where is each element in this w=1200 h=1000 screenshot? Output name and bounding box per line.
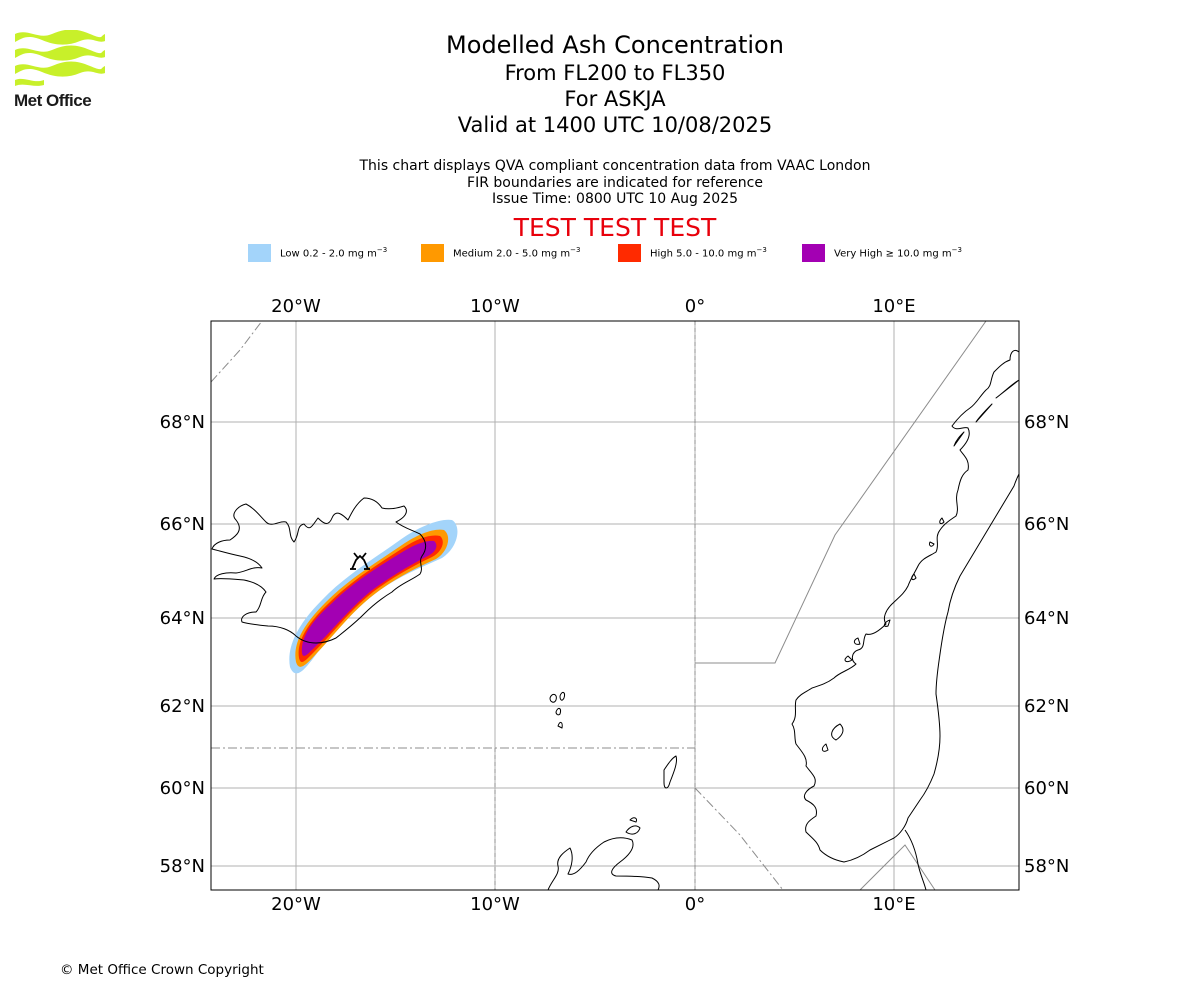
lat-label-right-66n: 66°N [1024, 514, 1069, 535]
map-content [211, 321, 1019, 890]
chart-subtitle: This chart displays QVA compliant concen… [0, 158, 1200, 208]
scotland-coast [547, 837, 660, 890]
subtitle-line-1: This chart displays QVA compliant concen… [359, 158, 871, 174]
copyright-footer: © Met Office Crown Copyright [60, 962, 264, 978]
fir-boundary-norway [695, 321, 987, 664]
norway-islands [821, 379, 1019, 752]
lon-label-bottom-20w: 20°W [271, 894, 321, 915]
lat-label-right-62n: 62°N [1024, 696, 1069, 717]
lat-label-right-68n: 68°N [1024, 412, 1069, 433]
legend-swatch-medium [421, 244, 444, 262]
legend-label-high: High 5.0 - 10.0 mg m−3 [650, 246, 767, 260]
norway-coast [791, 349, 1019, 863]
lat-label-right-60n: 60°N [1024, 778, 1069, 799]
volcano-icon [350, 552, 370, 570]
lat-label-left-60n: 60°N [160, 778, 205, 799]
met-office-waves-icon [15, 30, 105, 86]
legend-label-very-high: Very High ≥ 10.0 mg m−3 [834, 246, 962, 260]
fir-boundary-skagerrak [859, 844, 936, 890]
legend-label-medium: Medium 2.0 - 5.0 mg m−3 [453, 246, 581, 260]
ash-plume [289, 519, 458, 674]
lat-label-left-62n: 62°N [160, 696, 205, 717]
coastlines [211, 349, 1019, 890]
logo-text: Met Office [14, 91, 92, 110]
legend-swatch-low [248, 244, 271, 262]
valid-time: Valid at 1400 UTC 10/08/2025 [457, 113, 773, 137]
volcano-name: For ASKJA [564, 87, 666, 111]
lat-label-left-68n: 68°N [160, 412, 205, 433]
flight-level-range: From FL200 to FL350 [504, 61, 726, 85]
legend-swatch-very-high [802, 244, 825, 262]
subtitle-line-2: FIR boundaries are indicated for referen… [467, 174, 763, 191]
chart-titles: Modelled Ash Concentration From FL200 to… [0, 30, 1200, 138]
fir-boundary-southeast [694, 787, 784, 890]
iceland-coast [211, 497, 427, 644]
map-tick-labels: 20°W 10°W 0° 10°E 20°W 10°W 0° 10°E 68°N… [160, 296, 1070, 915]
ash-very-high [301, 540, 437, 656]
lon-label-top-10e: 10°E [872, 296, 915, 317]
subtitle-line-3: Issue Time: 0800 UTC 10 Aug 2025 [491, 191, 739, 207]
map-frame [210, 320, 1020, 891]
fir-boundaries [211, 321, 987, 890]
lat-label-left-66n: 66°N [160, 514, 205, 535]
orkney-islands [625, 817, 641, 835]
fir-boundary-northwest [211, 321, 263, 383]
lon-label-bottom-10e: 10°E [872, 894, 915, 915]
legend-swatch-high [618, 244, 641, 262]
page-title: Modelled Ash Concentration [446, 31, 784, 59]
legend-label-low: Low 0.2 - 2.0 mg m−3 [280, 246, 388, 260]
lon-label-bottom-10w: 10°W [470, 894, 520, 915]
faroe-islands [549, 691, 565, 729]
met-office-logo: Met Office [14, 30, 114, 112]
lat-label-right-64n: 64°N [1024, 608, 1069, 629]
shetland-islands [663, 755, 677, 789]
test-banner: TEST TEST TEST [513, 213, 717, 242]
lon-label-top-0: 0° [685, 296, 705, 317]
lat-label-right-58n: 58°N [1024, 856, 1069, 877]
lat-label-left-58n: 58°N [160, 856, 205, 877]
lon-label-top-10w: 10°W [470, 296, 520, 317]
lat-label-left-64n: 64°N [160, 608, 205, 629]
lon-label-bottom-0: 0° [685, 894, 705, 915]
lon-label-top-20w: 20°W [271, 296, 321, 317]
sweden-coast [904, 829, 927, 890]
